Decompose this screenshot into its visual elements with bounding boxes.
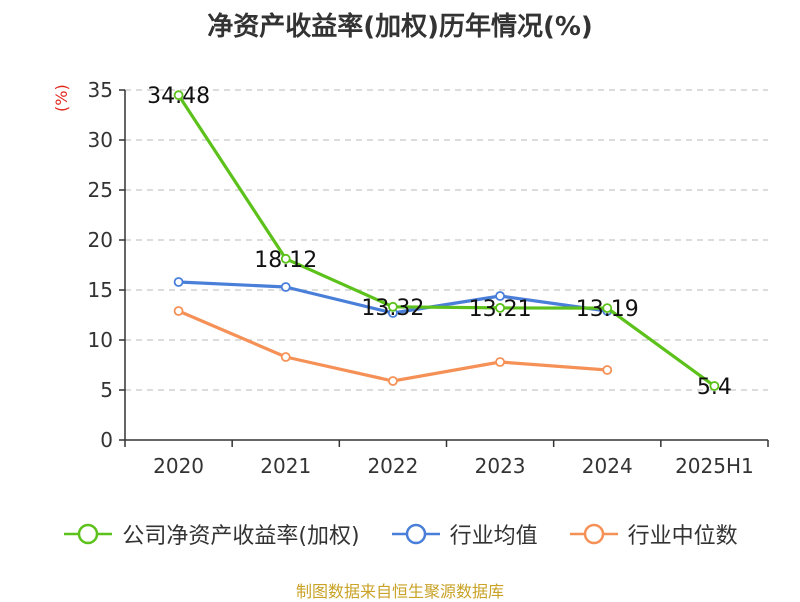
legend-label: 公司净资产收益率(加权)	[122, 524, 360, 549]
legend-marker-icon	[391, 523, 440, 545]
y-axis-label: (%)	[52, 84, 71, 112]
data-point	[495, 302, 505, 313]
y-tick-label: 30	[88, 128, 113, 152]
source-note: 制图数据来自恒生聚源数据库	[295, 582, 504, 601]
data-point	[602, 365, 613, 375]
legend-label: 行业中位数	[627, 524, 738, 549]
legend-marker-icon	[569, 523, 618, 545]
x-tick-label: 2023	[475, 454, 526, 478]
series-line	[177, 309, 608, 383]
data-point	[173, 306, 184, 316]
x-tick-label: 2022	[367, 454, 418, 478]
data-point	[280, 282, 291, 292]
chart-title: 净资产收益率(加权)历年情况(%)	[207, 12, 593, 42]
data-point	[280, 253, 291, 264]
grid-layer	[125, 89, 768, 391]
y-tick-label: 15	[88, 278, 113, 302]
data-label: 13.32	[361, 296, 424, 321]
legend-item[interactable]: 行业均值	[390, 518, 538, 550]
y-tick-label: 10	[88, 328, 113, 352]
data-point	[388, 376, 398, 386]
data-label: 18.12	[254, 248, 317, 273]
axis-layer: 0 5 10 15 20 25 30 35 2020 2021 2022 2023 2024 2025H1	[88, 78, 769, 478]
series-line	[177, 94, 716, 388]
data-point	[602, 303, 613, 314]
x-tick-label: 2024	[582, 454, 633, 478]
legend-marker-icon	[64, 523, 113, 545]
data-point	[280, 352, 291, 362]
x-tick-label: 2020	[153, 454, 204, 478]
data-label: 5.4	[697, 375, 732, 400]
legend-item[interactable]: 公司净资产收益率(加权)	[62, 518, 360, 550]
legend-item[interactable]: 行业中位数	[568, 518, 738, 550]
data-label-layer: 34.48 18.12 13.32 13.21 13.19 5.4	[147, 84, 732, 400]
legend-label: 行业均值	[449, 524, 538, 549]
data-point	[495, 291, 505, 301]
y-tick-label: 35	[88, 78, 113, 102]
data-label: 13.19	[576, 297, 639, 322]
data-point	[388, 301, 398, 312]
data-point	[495, 357, 505, 367]
y-tick-label: 5	[100, 378, 113, 402]
data-point	[173, 277, 184, 287]
legend: 公司净资产收益率(加权) 行业均值 行业中位数	[0, 518, 800, 550]
x-tick-label: 2021	[260, 454, 311, 478]
y-tick-label: 20	[88, 228, 113, 252]
data-point	[173, 90, 184, 101]
series-layer	[173, 90, 720, 391]
y-tick-label: 25	[88, 178, 113, 202]
data-label: 13.21	[469, 297, 532, 322]
x-tick-label: 2025H1	[675, 454, 754, 478]
data-point	[709, 381, 720, 391]
y-tick-label: 0	[100, 428, 113, 452]
data-label: 34.48	[147, 84, 210, 109]
